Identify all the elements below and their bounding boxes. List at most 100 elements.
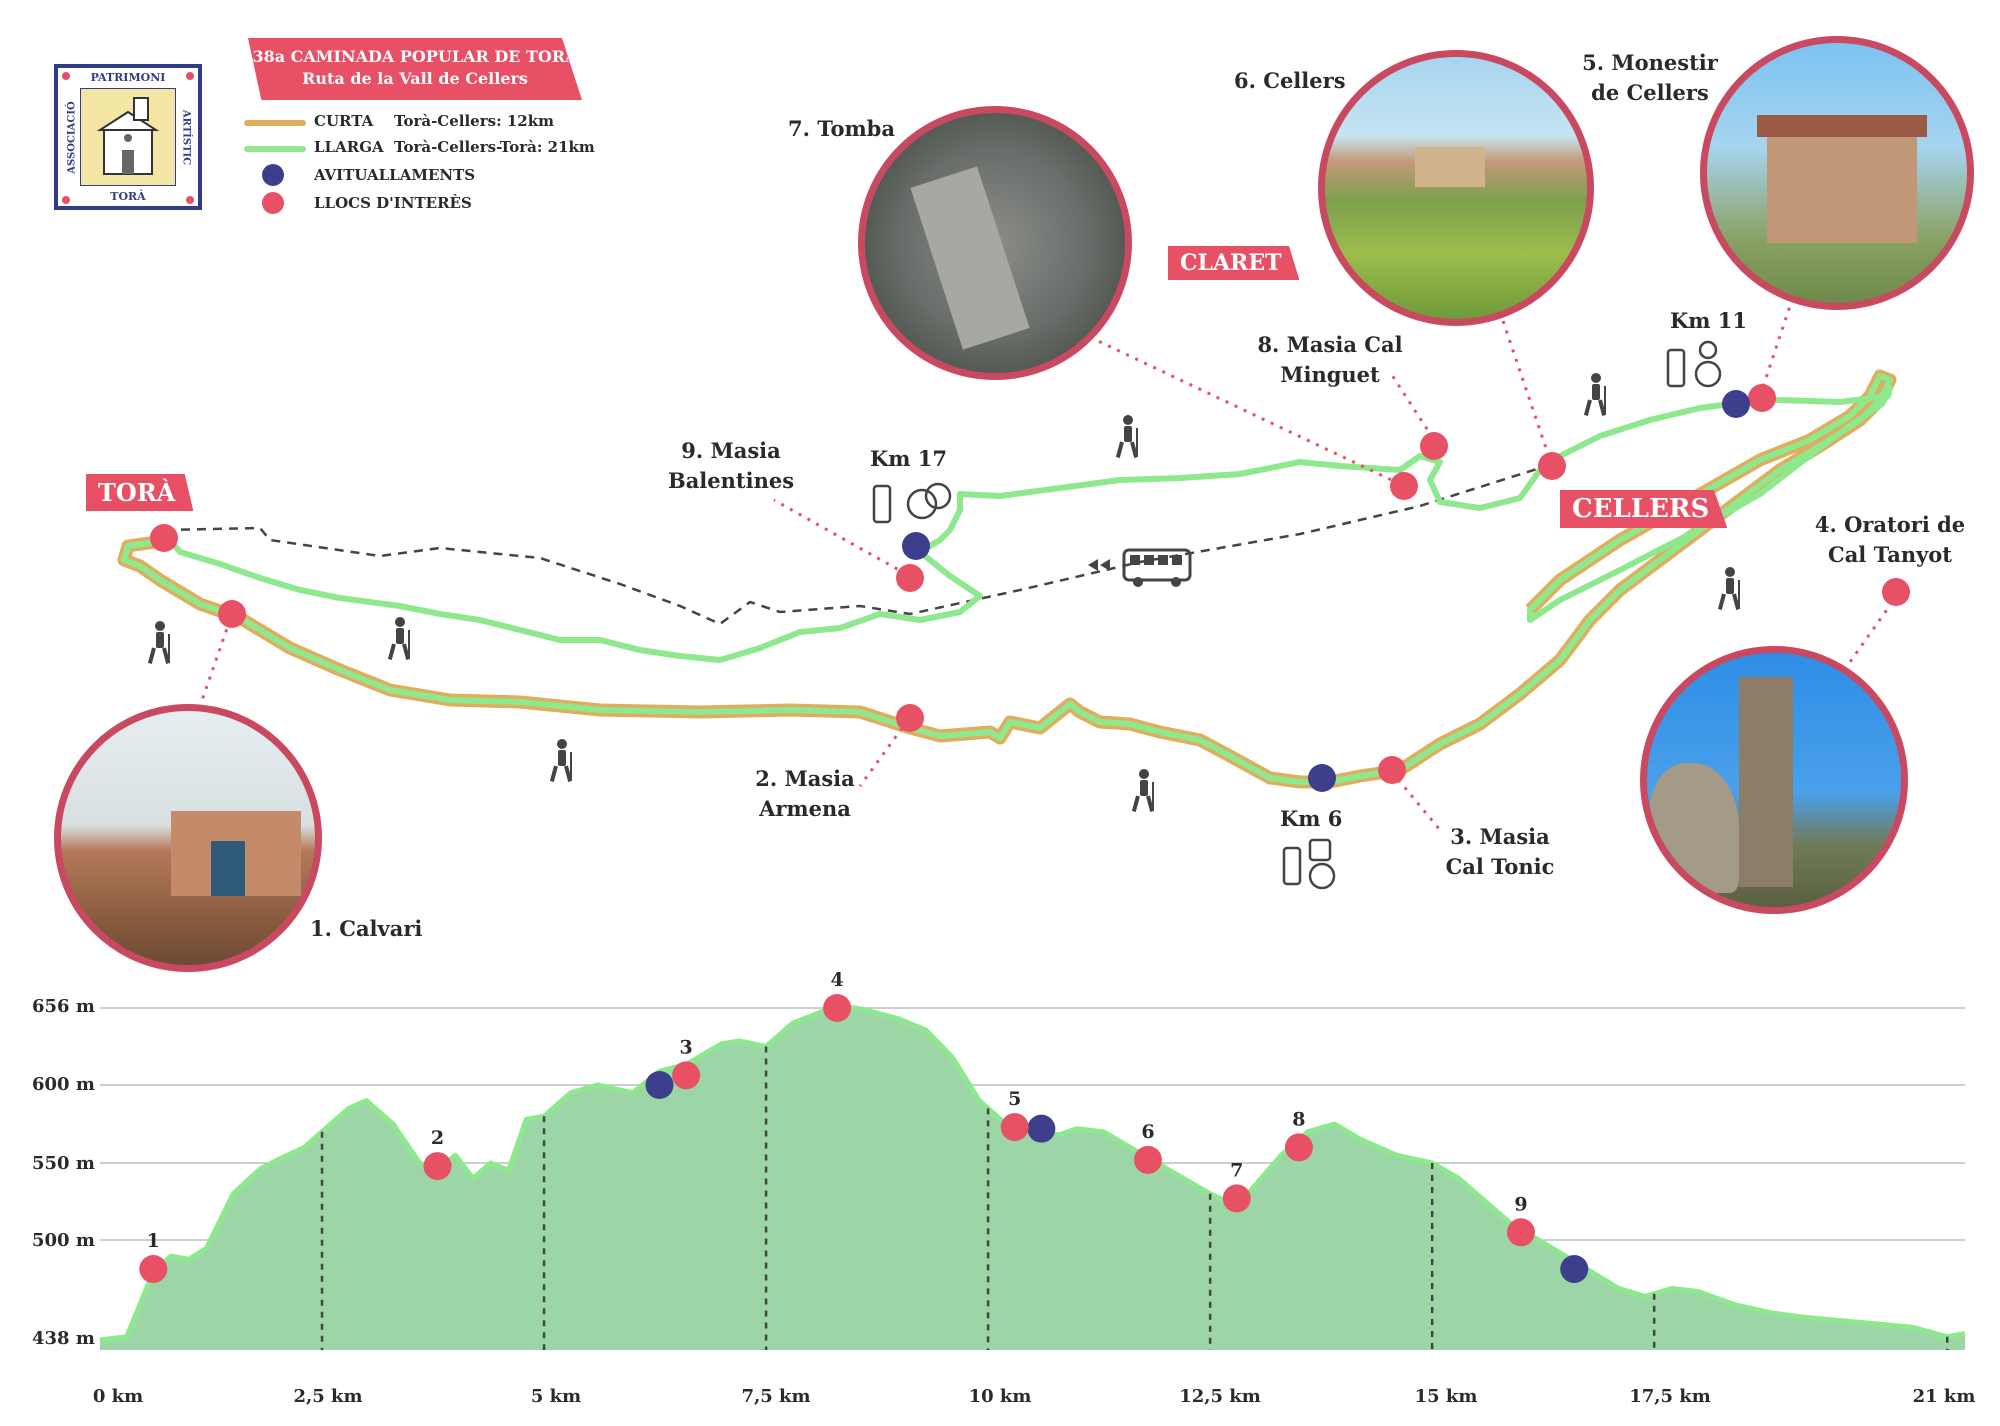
poi-label-9-line2: Balentines bbox=[667, 468, 795, 493]
profile-poi-number: 3 bbox=[680, 1036, 693, 1058]
profile-poi-number: 6 bbox=[1141, 1121, 1154, 1143]
x-tick-0: 0 km bbox=[92, 1386, 144, 1407]
x-tick-15: 15 km bbox=[1414, 1386, 1478, 1407]
tower-shape bbox=[1739, 677, 1793, 887]
monastery-roof bbox=[1757, 115, 1927, 137]
profile-poi-dot bbox=[1506, 1218, 1535, 1247]
legend-long-desc: Torà-Cellers-Torà: 21km bbox=[394, 138, 595, 156]
poi-label-3-line2: Cal Tonic bbox=[1445, 854, 1555, 879]
poi-label-4-line2: Cal Tanyot bbox=[1827, 542, 1952, 567]
church-icon bbox=[80, 88, 176, 186]
leader-poi-6 bbox=[1498, 311, 1554, 467]
poi-label-4: 4. Oratori de Cal Tanyot bbox=[1800, 510, 1980, 570]
poi-label-5-line1: 5. Monestir bbox=[1582, 50, 1718, 75]
poi-label-9: 9. Masia Balentines bbox=[656, 436, 806, 496]
place-tag-cellers: CELLERS bbox=[1560, 490, 1728, 528]
hiker-icon bbox=[1131, 769, 1155, 812]
poi-label-6: 6. Cellers bbox=[1234, 68, 1346, 93]
poi-label-8-line1: 8. Masia Cal bbox=[1257, 332, 1403, 357]
logo-corner-mark bbox=[186, 72, 194, 80]
poi-label-9-line1: 9. Masia bbox=[681, 438, 781, 463]
elevation-chart: 1 2 3 4 5 6 7 8 9 bbox=[99, 969, 1966, 1350]
profile-poi-number: 8 bbox=[1292, 1108, 1305, 1130]
food-icon bbox=[906, 340, 1722, 890]
place-tag-tora: TORÀ bbox=[86, 474, 194, 511]
hiker-icon bbox=[1115, 415, 1139, 458]
photo-calvari bbox=[54, 704, 322, 972]
poi-label-5-line2: de Cellers bbox=[1591, 80, 1709, 105]
legend-aid-label: AVITUALLAMENTS bbox=[314, 166, 476, 184]
aid-marker-km11 bbox=[1722, 390, 1750, 418]
leader-poi-7 bbox=[1095, 338, 1401, 486]
hiker-icons bbox=[147, 373, 1741, 812]
legend-short-swatch bbox=[244, 120, 306, 126]
profile-poi-dot bbox=[1133, 1145, 1162, 1174]
profile-poi-dot bbox=[823, 994, 852, 1022]
village-shape bbox=[1415, 147, 1485, 187]
hiker-icon bbox=[549, 739, 573, 782]
short-route-line bbox=[117, 369, 1897, 789]
event-subtitle: Ruta de la Vall de Cellers bbox=[302, 69, 528, 88]
water-bottle-icon bbox=[872, 348, 1686, 886]
aid-label-km6: Km 6 bbox=[1280, 806, 1343, 831]
profile-poi-number: 9 bbox=[1514, 1193, 1527, 1215]
photo-oratori bbox=[1640, 646, 1908, 914]
hiker-icon bbox=[147, 621, 171, 664]
leader-poi-4 bbox=[1848, 593, 1900, 663]
hiker-icon bbox=[387, 617, 411, 660]
elevation-area bbox=[100, 1005, 1965, 1350]
poi-marker-4 bbox=[1882, 578, 1910, 606]
legend-long-name: LLARGA bbox=[314, 138, 384, 156]
profile-poi-number: 5 bbox=[1008, 1088, 1021, 1110]
profile-poi-number: 4 bbox=[831, 969, 844, 991]
elevation-line bbox=[99, 1002, 1966, 1343]
logo-top-text: PATRIMONI bbox=[90, 71, 166, 84]
poi-label-8: 8. Masia Cal Minguet bbox=[1240, 330, 1420, 390]
legend-poi-dot bbox=[262, 192, 284, 214]
poi-label-8-line2: Minguet bbox=[1280, 362, 1380, 387]
legend-short-name: CURTA bbox=[314, 112, 374, 130]
event-title-banner: 38a CAMINADA POPULAR DE TORÀ Ruta de la … bbox=[248, 38, 582, 100]
profile-poi-dot bbox=[1222, 1184, 1251, 1213]
poi-marker-8 bbox=[1420, 432, 1448, 460]
profile-aid-dot bbox=[645, 1071, 674, 1099]
logo-bottom-text: TORÀ bbox=[110, 190, 146, 203]
event-title: 38a CAMINADA POPULAR DE TORÀ bbox=[252, 47, 578, 66]
y-tick-656: 656 m bbox=[32, 996, 95, 1017]
poi-marker-3 bbox=[1378, 756, 1406, 784]
poi-marker-9 bbox=[896, 564, 924, 592]
profile-poi-dot bbox=[1000, 1113, 1029, 1142]
photo-cellers bbox=[1318, 50, 1594, 326]
poi-label-5: 5. Monestir de Cellers bbox=[1570, 48, 1730, 108]
x-tick-12-5: 12,5 km bbox=[1179, 1386, 1261, 1407]
x-tick-7-5: 7,5 km bbox=[741, 1386, 811, 1407]
place-tag-claret: CLARET bbox=[1168, 246, 1300, 280]
poi-label-3: 3. Masia Cal Tonic bbox=[1420, 822, 1580, 882]
aid-marker-km6 bbox=[1308, 764, 1336, 792]
aid-label-km11: Km 11 bbox=[1670, 308, 1748, 333]
door-shape bbox=[211, 841, 245, 896]
poi-label-1: 1. Calvari bbox=[310, 916, 423, 941]
long-route-line bbox=[121, 373, 1893, 785]
poi-label-2-line2: Armena bbox=[759, 796, 851, 821]
hiker-icon bbox=[1583, 373, 1607, 416]
logo-corner-mark bbox=[62, 196, 70, 204]
aid-marker-km17 bbox=[902, 532, 930, 560]
profile-poi-number: 2 bbox=[431, 1127, 444, 1149]
profile-poi-dot bbox=[1284, 1133, 1313, 1162]
poi-label-4-line1: 4. Oratori de bbox=[1814, 512, 1966, 537]
legend-long-swatch bbox=[244, 146, 306, 152]
y-tick-500: 500 m bbox=[32, 1230, 95, 1251]
poi-label-2: 2. Masia Armena bbox=[740, 764, 870, 824]
x-tick-2-5: 2,5 km bbox=[293, 1386, 363, 1407]
bus-icon bbox=[1088, 548, 1192, 587]
logo-corner-mark bbox=[186, 196, 194, 204]
association-logo: PATRIMONI ASSOCIACIÓ ARTÍSTIC TORÀ bbox=[54, 64, 202, 210]
poi-marker-6 bbox=[1538, 452, 1566, 480]
route-map bbox=[117, 305, 1910, 890]
photo-tomba bbox=[858, 106, 1132, 380]
x-tick-17-5: 17,5 km bbox=[1629, 1386, 1711, 1407]
aid-label-km17: Km 17 bbox=[870, 446, 948, 471]
leader-poi-9 bbox=[773, 498, 907, 576]
monastery-shape bbox=[1767, 133, 1917, 243]
